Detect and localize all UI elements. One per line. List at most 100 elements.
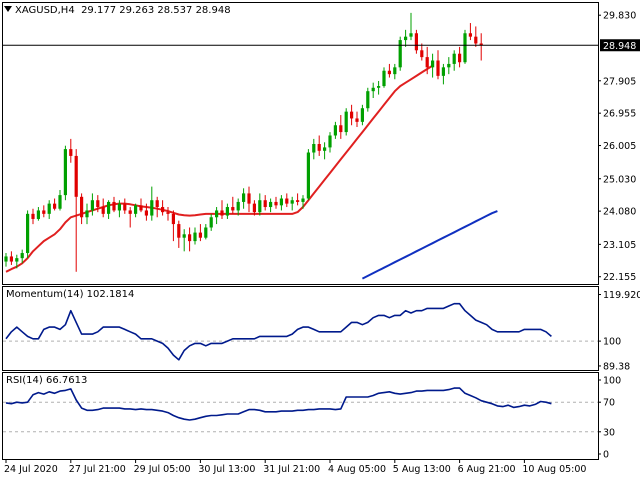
slow-moving-average (361, 210, 498, 280)
candle-body (107, 201, 111, 214)
candle-body (247, 193, 251, 204)
candle (252, 200, 256, 216)
candle (112, 196, 116, 213)
price-tick-label: 27.905 (603, 76, 636, 87)
candle (42, 205, 46, 218)
candle-body (36, 210, 40, 219)
rsi-levels (3, 401, 598, 433)
momentum-tick-label: 119.9202 (603, 290, 640, 301)
candle (69, 138, 73, 163)
rsi-tick-label: 30 (603, 427, 615, 438)
candle (53, 198, 57, 211)
candle (101, 198, 105, 218)
candle-body (404, 36, 408, 41)
price-tick-label: 23.105 (603, 240, 636, 251)
candle (387, 63, 391, 78)
candle-body (447, 63, 451, 68)
current-price-badge (600, 39, 640, 52)
momentum-tick-label: 100 (603, 337, 621, 348)
candle (247, 186, 251, 213)
candle-body (290, 200, 294, 204)
candle-body (47, 203, 51, 214)
candle (290, 196, 294, 211)
candle-body (139, 205, 143, 211)
chart-header: XAGUSD,H4 29.177 29.263 28.537 28.948 (4, 5, 231, 17)
candle (155, 196, 159, 218)
candle (317, 135, 321, 156)
candle-body (117, 203, 121, 211)
candle (74, 149, 78, 272)
candle-body (441, 67, 445, 76)
ohlc-values: 29.177 29.263 28.537 28.948 (81, 5, 231, 16)
candle (215, 207, 219, 225)
candle (425, 46, 429, 75)
rsi-label: RSI(14) 66.7613 (6, 375, 90, 387)
candle-body (236, 201, 240, 211)
candle-body (58, 195, 62, 209)
candle (393, 63, 397, 80)
price-tick-label: 29.830 (603, 11, 636, 22)
candle (209, 213, 213, 231)
candle-body (366, 91, 370, 109)
candle-body (377, 86, 381, 88)
time-axis: 24 Jul 2020 27 Jul 21:00 29 Jul 05:00 30 Ju… (4, 459, 586, 475)
candle-body (188, 234, 192, 242)
candle (47, 200, 51, 219)
candle (431, 53, 435, 78)
candle-body (26, 213, 30, 254)
fast-ma-line (5, 64, 434, 273)
candle-body (323, 147, 327, 151)
candle-body (225, 207, 229, 216)
candle (31, 208, 35, 225)
candle (242, 188, 246, 209)
candle (285, 193, 289, 208)
candle-body (425, 57, 429, 68)
candle-body (436, 60, 440, 76)
candle-body (128, 210, 132, 214)
candle-body (285, 198, 289, 204)
candle (85, 203, 89, 225)
rsi-line (5, 387, 552, 421)
candle-body (393, 67, 397, 75)
candle (377, 80, 381, 95)
candle (355, 111, 359, 127)
time-tick-label: 31 Jul 21:00 (263, 464, 320, 475)
candle-body (123, 203, 127, 211)
candle-body (182, 234, 186, 238)
momentum-line (5, 302, 552, 361)
candle-body (360, 108, 364, 122)
time-tick-label: 29 Jul 05:00 (134, 464, 191, 475)
candle-body (42, 210, 46, 214)
candle-body (452, 53, 456, 64)
candle (144, 203, 148, 221)
candle-body (150, 200, 154, 216)
rsi-tick-label: 70 (603, 398, 615, 409)
candle (398, 36, 402, 71)
candle (150, 186, 154, 221)
candle-body (420, 50, 424, 58)
candle-body (85, 210, 89, 218)
chevron-down-icon[interactable] (4, 6, 12, 12)
candle (26, 210, 30, 259)
time-tick-label: 10 Aug 05:00 (522, 464, 586, 475)
candle (452, 50, 456, 71)
candle (339, 115, 343, 139)
candle (312, 138, 316, 160)
candle-body (209, 217, 213, 228)
candle (139, 198, 143, 213)
rsi-axis: 100 70 30 0 (598, 376, 621, 461)
candle-body (193, 232, 197, 242)
time-tick-label: 5 Aug 13:00 (393, 464, 451, 475)
candle-body (215, 210, 219, 218)
candle-body (74, 155, 78, 197)
candle (258, 193, 262, 216)
candle (468, 23, 472, 41)
candle (20, 249, 24, 264)
candle (458, 46, 462, 68)
fast-moving-average (5, 64, 434, 273)
candle (107, 200, 111, 219)
candle (90, 193, 94, 216)
candle-body (101, 207, 105, 214)
candle-body (96, 200, 100, 208)
